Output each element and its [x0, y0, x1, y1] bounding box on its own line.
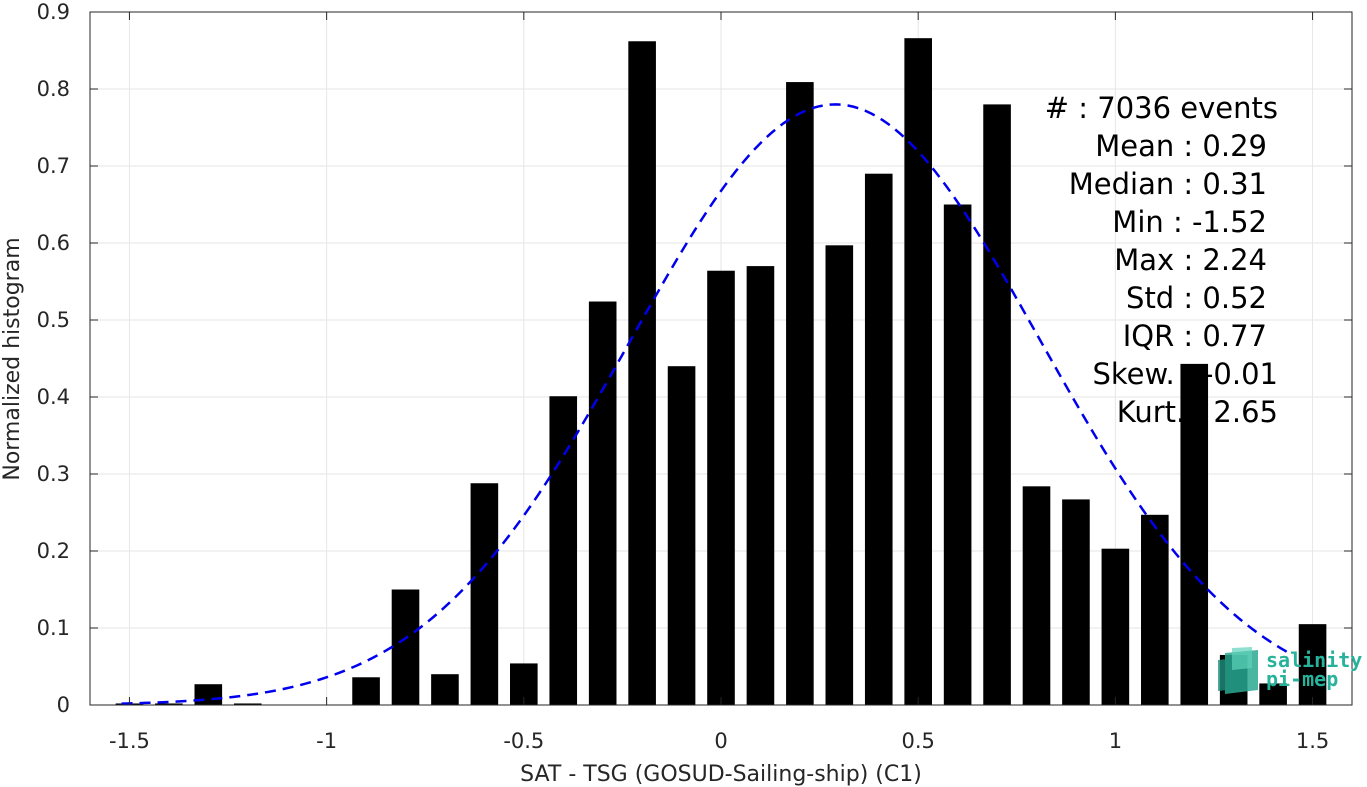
histogram-bar	[667, 366, 696, 705]
histogram-bar	[746, 266, 775, 705]
histogram-bar	[1101, 548, 1130, 705]
x-tick-label: -1.5	[109, 729, 150, 753]
x-tick-label: 1.5	[1296, 729, 1329, 753]
histogram-bar	[943, 204, 972, 705]
histogram-bar	[588, 301, 617, 705]
x-tick-label: -1	[316, 729, 337, 753]
y-tick-label: 0.8	[37, 77, 70, 101]
stats-line: Min : -1.52	[1112, 205, 1267, 239]
histogram-bar	[628, 41, 656, 705]
stats-line: Max : 2.24	[1114, 243, 1267, 277]
stats-line: IQR : 0.77	[1123, 319, 1267, 353]
histogram-bar	[1259, 683, 1287, 705]
histogram-bar	[1180, 363, 1209, 705]
histogram-bar	[1062, 499, 1090, 705]
histogram-bar	[1298, 624, 1327, 705]
logo-line2: pi-mep	[1266, 667, 1338, 691]
y-tick-label: 0.7	[37, 154, 70, 178]
histogram-bar	[1141, 514, 1169, 705]
stats-line: Skew. : -0.01	[1092, 357, 1278, 391]
histogram-bars	[115, 38, 1327, 706]
y-tick-label: 0.5	[37, 308, 70, 332]
histogram-bar	[352, 677, 380, 705]
histogram-bar	[707, 270, 735, 705]
histogram-bar	[470, 483, 499, 705]
histogram-bar	[155, 703, 183, 705]
histogram-bar	[391, 589, 420, 705]
logo-line1: salinity	[1266, 648, 1362, 672]
x-axis-label: SAT - TSG (GOSUD-Sailing-ship) (C1)	[520, 762, 922, 787]
statistics-box: # : 7036 events Mean : 0.29 Median : 0.31 M…	[1045, 91, 1278, 429]
y-tick-label: 0	[57, 693, 70, 717]
stats-line: Kurt. : 2.65	[1117, 395, 1278, 429]
stats-line: # : 7036 events	[1045, 91, 1278, 125]
salinity-pi-mep-logo: salinity pi-mep	[1218, 647, 1362, 694]
stats-line: Median : 0.31	[1069, 167, 1267, 201]
x-tick-label: -0.5	[503, 729, 544, 753]
y-axis-ticks: 0 0.1 0.2 0.3 0.4 0.5 0.6 0.7 0.8 0.9	[37, 0, 1352, 717]
x-tick-label: 1	[1109, 729, 1122, 753]
y-tick-label: 0.6	[37, 231, 70, 255]
y-tick-label: 0.4	[37, 385, 70, 409]
histogram-bar	[194, 684, 223, 705]
x-tick-label: 0	[714, 729, 727, 753]
histogram-bar	[983, 104, 1011, 705]
y-axis-label: Normalized histogram	[0, 237, 25, 480]
y-tick-label: 0.1	[37, 616, 70, 640]
histogram-bar	[864, 173, 893, 705]
histogram-bar	[431, 674, 459, 705]
y-tick-label: 0.2	[37, 539, 70, 563]
y-tick-label: 0.3	[37, 462, 70, 486]
histogram-bar	[549, 396, 578, 705]
histogram-bar	[233, 703, 262, 705]
y-tick-label: 0.9	[37, 0, 70, 24]
histogram-bar	[786, 82, 814, 705]
stats-line: Std : 0.52	[1126, 281, 1267, 315]
histogram-bar	[825, 245, 854, 705]
x-axis-ticks: -1.5 -1 -0.5 0 0.5 1 1.5	[109, 12, 1329, 753]
histogram-bar	[1022, 486, 1051, 705]
x-tick-label: 0.5	[901, 729, 934, 753]
stats-line: Mean : 0.29	[1095, 129, 1267, 163]
histogram-bar	[904, 38, 932, 706]
